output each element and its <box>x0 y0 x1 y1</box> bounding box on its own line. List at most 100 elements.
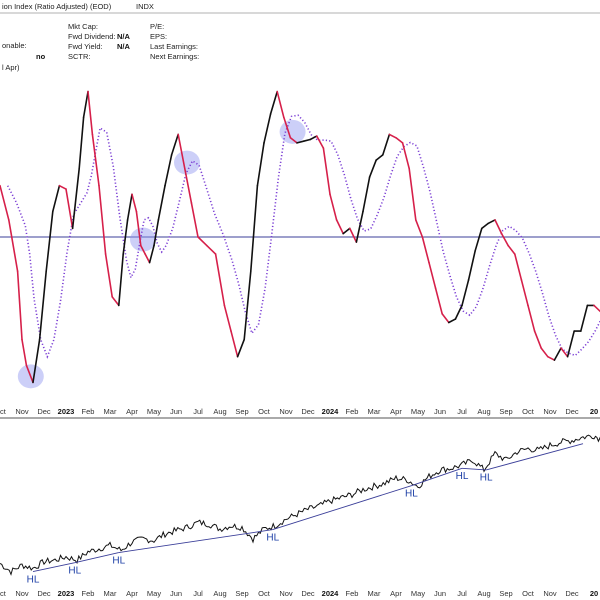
oscillator-segment-6 <box>32 338 41 384</box>
price-month-tick-6: Apr <box>126 589 138 598</box>
col1-label-1: onable: <box>2 41 27 50</box>
oscillator-segment-9 <box>51 184 61 213</box>
oscillator-segment-67 <box>414 219 424 238</box>
oscillator-segment-13 <box>78 116 85 170</box>
trend-line-4 <box>272 485 412 531</box>
oscillator-segment-45 <box>269 90 279 115</box>
oscillator-segment-32 <box>177 133 186 170</box>
hl-annotation-2: HL <box>112 555 125 566</box>
osc-month-tick-27: 20 <box>590 407 598 416</box>
price-month-tick-21: Jul <box>457 589 467 598</box>
oscillator-segment-14 <box>82 90 89 119</box>
osc-month-tick-18: Apr <box>390 407 402 416</box>
oscillator-segment-66 <box>408 167 417 221</box>
price-panel: HL HL HL HL HL HL HL <box>0 434 600 585</box>
price-month-tick-24: Oct <box>522 589 535 598</box>
oscillator-segment-26 <box>144 253 151 264</box>
oscillator-segment-82 <box>513 253 523 281</box>
osc-month-tick-1: Nov <box>15 407 29 416</box>
osc-month-tick-24: Oct <box>522 407 535 416</box>
oscillator-segment-49 <box>296 140 305 144</box>
price-month-tick-11: Sep <box>235 589 248 598</box>
price-month-tick-4: Feb <box>82 589 95 598</box>
mkt-cap-label: Mkt Cap: <box>68 22 98 31</box>
oscillator-segment-81 <box>507 244 516 255</box>
oscillator-segment-2 <box>8 219 19 273</box>
oscillator-segment-87 <box>546 355 556 361</box>
trend-line-2 <box>74 552 119 564</box>
oscillator-segment-43 <box>256 142 265 187</box>
oscillator-segment-83 <box>520 278 529 307</box>
oscillator-segment-76 <box>474 227 483 252</box>
oscillator-segment-34 <box>190 202 199 238</box>
price-month-tick-5: Mar <box>104 589 117 598</box>
osc-month-tick-7: May <box>147 407 161 416</box>
price-month-tick-3: 2023 <box>58 589 75 598</box>
osc-month-tick-8: Jun <box>170 407 182 416</box>
price-month-tick-15: 2024 <box>322 589 340 598</box>
oscillator-segment-38 <box>223 304 232 332</box>
price-month-axis: Oct Nov Dec 2023 Feb Mar Apr May Jun Jul Aug Sep Oct… <box>0 589 598 598</box>
price-series-line <box>0 434 600 576</box>
price-month-tick-26: Dec <box>565 589 579 598</box>
oscillator-segment-44 <box>263 113 272 144</box>
oscillator-segment-57 <box>348 227 358 243</box>
osc-month-tick-12: Oct <box>258 407 271 416</box>
oscillator-segment-92 <box>579 304 589 332</box>
oscillator-segment-15 <box>87 90 94 136</box>
oscillator-segment-27 <box>148 244 155 264</box>
oscillator-segment-74 <box>461 278 470 307</box>
trend-line-1 <box>32 562 75 573</box>
oscillator-segment-19 <box>111 296 120 307</box>
fwd-dividend-label: Fwd Dividend: <box>68 32 116 41</box>
col1-label-2: l Apr) <box>2 63 20 72</box>
oscillator-segment-62 <box>381 133 391 156</box>
osc-month-tick-17: Mar <box>368 407 381 416</box>
oscillator-segment-86 <box>540 347 549 358</box>
price-month-tick-22: Aug <box>477 589 490 598</box>
oscillator-segment-55 <box>335 219 345 235</box>
trend-line-6 <box>461 467 487 471</box>
oscillator-segment-39 <box>230 330 239 358</box>
last-earnings-label: Last Earnings: <box>150 42 198 51</box>
oscillator-segment-36 <box>206 244 217 255</box>
oscillator-segment-4 <box>21 338 28 367</box>
price-month-tick-27: 20 <box>590 589 598 598</box>
osc-month-tick-16: Feb <box>346 407 359 416</box>
col1-value-1: no <box>36 52 46 61</box>
oscillator-segment-41 <box>243 270 252 341</box>
oscillator-segment-48 <box>289 137 298 144</box>
trend-line-5 <box>411 467 463 487</box>
osc-month-tick-19: May <box>411 407 425 416</box>
price-month-tick-17: Mar <box>368 589 381 598</box>
oscillator-segment-70 <box>434 287 444 315</box>
osc-month-tick-9: Jul <box>193 407 203 416</box>
price-month-tick-10: Aug <box>213 589 226 598</box>
header-panel <box>0 0 600 62</box>
oscillator-segment-31 <box>170 133 179 156</box>
trend-line-final <box>486 443 584 471</box>
sctr-label: SCTR: <box>68 52 91 61</box>
osc-month-tick-3: 2023 <box>58 407 75 416</box>
fwd-yield-label: Fwd Yield: <box>68 42 103 51</box>
price-month-tick-7: May <box>147 589 161 598</box>
oscillator-segment-29 <box>157 184 166 221</box>
oscillator-panel <box>0 90 600 389</box>
oscillator-segment-94 <box>593 304 600 313</box>
osc-month-tick-25: Nov <box>543 407 557 416</box>
price-month-tick-23: Sep <box>499 589 512 598</box>
osc-month-tick-13: Nov <box>279 407 293 416</box>
oscillator-segment-51 <box>309 135 318 141</box>
oscillator-segment-64 <box>395 137 404 144</box>
price-month-tick-12: Oct <box>258 589 271 598</box>
osc-month-tick-10: Aug <box>213 407 226 416</box>
oscillator-segment-75 <box>467 249 477 281</box>
hl-annotation-1: HL <box>68 565 81 576</box>
oscillator-segment-84 <box>527 304 536 332</box>
osc-month-tick-2: Dec <box>37 407 51 416</box>
osc-month-tick-5: Mar <box>104 407 117 416</box>
oscillator-segment-68 <box>421 236 430 264</box>
oscillator-segment-72 <box>447 318 457 324</box>
oscillator-segment-3 <box>16 270 23 341</box>
